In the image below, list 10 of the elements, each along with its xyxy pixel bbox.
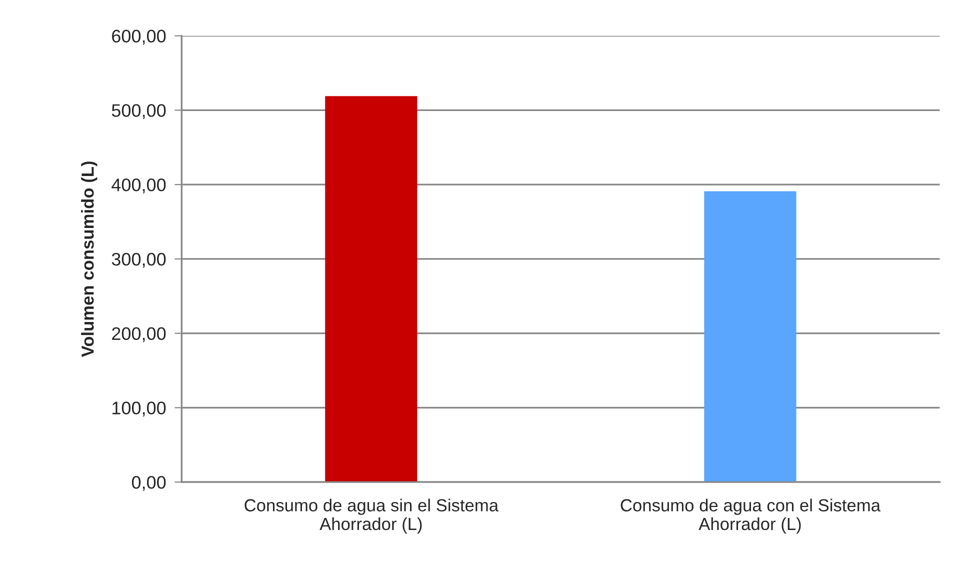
y-tick-label: 400,00	[112, 178, 166, 194]
x-tick-label: Consumo de agua sin el Sistema Ahorrador (L)	[244, 498, 499, 534]
y-tick-label: 500,00	[112, 104, 166, 120]
y-tick-label: 100,00	[112, 402, 166, 417]
x-tick-label: Consumo de agua con el Sistema Ahorrador (L)	[620, 498, 881, 534]
y-axis-title: Volumen consumido (L)	[81, 162, 98, 358]
y-tick-label: 200,00	[112, 327, 166, 342]
y-tick-label: 0,00	[132, 476, 166, 491]
y-tick-label: 300,00	[112, 252, 166, 268]
y-tick-label: 600,00	[112, 30, 166, 45]
